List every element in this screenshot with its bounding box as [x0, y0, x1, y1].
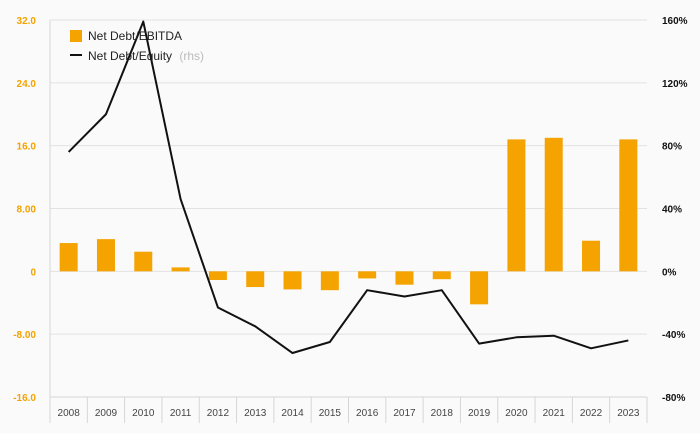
x-tick-label: 2008	[58, 408, 81, 419]
x-tick-label: 2017	[393, 408, 416, 419]
line-series	[67, 20, 629, 355]
axes: 32.0 24.0 16.0 8.00 0 -8.00 -16.0 160% 120% 80% 40…	[13, 16, 687, 419]
bar	[432, 271, 451, 280]
bar	[544, 137, 563, 272]
y-left-tick-label: 24.0	[17, 79, 37, 90]
x-tick-label: 2012	[207, 408, 230, 419]
x-tick-label: 2011	[170, 408, 192, 419]
legend-swatch-net-debt-ebitda	[70, 30, 82, 42]
line-path	[67, 20, 629, 355]
bar	[208, 271, 227, 280]
x-tick-label: 2019	[468, 408, 491, 419]
x-tick-label: 2018	[431, 408, 454, 419]
y-right-tick-label: 40%	[662, 205, 682, 216]
y-right-tick-label: 80%	[662, 142, 682, 153]
bar-series	[59, 137, 638, 305]
bar	[470, 271, 489, 305]
x-tick-label: 2022	[580, 408, 603, 419]
bar	[619, 139, 638, 272]
bar	[283, 271, 302, 290]
bar	[395, 271, 414, 285]
y-left-tick-label: 8.00	[17, 205, 37, 216]
legend-label-net-debt-ebitda: Net Debt/EBITDA	[88, 29, 182, 43]
y-right-tick-label: 0%	[662, 267, 677, 278]
bar	[96, 239, 115, 272]
bar	[59, 243, 78, 272]
y-left-tick-label: 0	[30, 267, 36, 278]
x-tick-label: 2014	[281, 408, 304, 419]
y-left-tick-label: 32.0	[17, 16, 37, 27]
legend: Net Debt/EBITDA Net Debt/Equity (rhs)	[70, 29, 204, 63]
y-left-tick-label: -8.00	[13, 330, 36, 341]
x-tick-label: 2021	[543, 408, 566, 419]
legend-rhs-suffix: (rhs)	[179, 49, 204, 63]
y-left-tick-label: 16.0	[17, 142, 37, 153]
bar	[358, 271, 377, 279]
bar	[134, 251, 153, 272]
x-tick-label: 2015	[319, 408, 342, 419]
x-tick-label: 2020	[505, 408, 528, 419]
x-tick-label: 2023	[617, 408, 640, 419]
y-right-tick-label: 120%	[662, 79, 688, 90]
y-right-tick-label: 160%	[662, 16, 688, 27]
x-tick-label: 2016	[356, 408, 379, 419]
legend-label-net-debt-equity: Net Debt/Equity	[88, 49, 172, 63]
x-tick-label: 2013	[244, 408, 267, 419]
y-right-tick-label: -40%	[662, 330, 685, 341]
bar	[507, 139, 526, 272]
bar	[246, 271, 265, 288]
x-tick-label: 2009	[95, 408, 118, 419]
y-left-tick-label: -16.0	[13, 393, 36, 404]
x-tick-label: 2010	[132, 408, 155, 419]
bar	[582, 240, 601, 272]
y-right-tick-label: -80%	[662, 393, 685, 404]
bar	[171, 267, 190, 272]
bar	[320, 271, 339, 291]
legend-label-net-debt-equity-row: Net Debt/Equity (rhs)	[88, 49, 204, 63]
